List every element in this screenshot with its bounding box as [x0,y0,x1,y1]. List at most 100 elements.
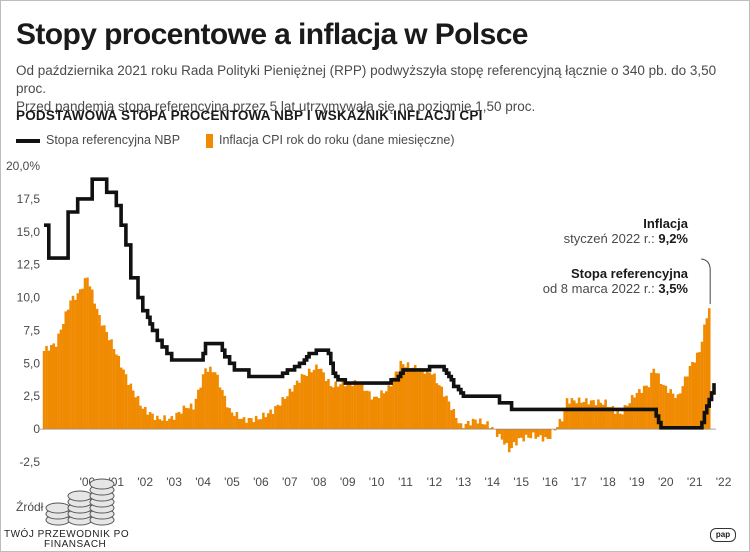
inflation-bar [495,429,499,437]
inflation-bar [654,373,658,430]
inflation-bar [356,384,359,430]
y-tick-label: 2,5 [23,389,40,403]
inflation-bar [382,393,386,430]
inflation-bar [565,398,569,430]
pap-logo: pap [710,528,736,542]
inflation-bar [175,412,178,430]
x-tick-label: '08 [311,475,327,489]
inflation-bar [353,380,357,430]
inflation-bar [194,398,198,430]
inflation-bar [440,386,444,430]
chart-subtitle: Od października 2021 roku Rada Polityki … [16,62,746,116]
inflation-bar [274,406,277,430]
legend-label-inflation: Inflacja CPI rok do roku (dane miesięczn… [219,133,455,147]
x-tick-label: '13 [456,475,472,489]
inflation-bar [481,424,484,430]
inflation-bar [698,352,701,430]
inflation-bar [336,386,340,430]
inflation-bar [298,382,301,430]
inflation-bar [153,419,157,430]
inflation-bar [580,402,583,430]
rate-annotation-value: od 8 marca 2022 r.: 3,5% [542,281,688,296]
inflation-bar [86,277,89,430]
inflation-bar [213,372,217,430]
inflation-bar [182,405,186,430]
rate-step-line [44,177,716,430]
inflation-bar [450,410,453,430]
inflation-bar [703,324,706,430]
inflation-bar [556,427,559,430]
inflation-bar [413,364,417,430]
inflation-bar [88,286,92,430]
inflation-bar [206,371,210,430]
inflation-bar [144,406,147,430]
subtitle-line-1: Od października 2021 roku Rada Polityki … [16,63,717,96]
inflation-bar [341,380,345,430]
inflation-bar [42,350,46,430]
inflation-bar [54,346,58,430]
inflation-bar [573,400,576,430]
inflation-bar [505,429,509,443]
inflation-bar [630,394,634,430]
y-axis: 20,0% 17,5 15,0 12,5 10,0 7,5 5,0 2,5 0 -2,5 [6,159,40,469]
inflation-bar [163,415,166,430]
inflation-bar [380,390,383,430]
inflation-bar [406,362,410,430]
inflation-bar [233,416,236,430]
inflation-bar [334,381,337,430]
chart-title: Stopy procentowe a inflacja w Polsce [16,18,528,51]
inflation-bar [454,417,458,430]
inflation-bar [225,407,229,430]
inflation-bar [667,392,670,430]
inflation-bar [700,341,704,430]
inflation-bar [165,420,169,430]
inflation-bar [517,429,521,439]
inflation-bar [83,278,87,430]
inflation-bar [136,396,140,430]
inflation-bar [312,369,316,430]
inflation-bar [117,355,121,430]
inflation-bar [327,379,330,430]
inflation-bar [197,389,200,430]
inflation-bar [131,390,135,430]
legend-line-swatch [16,139,40,143]
rate-annotation: Stopa referencyjna od 8 marca 2022 r.: 3… [543,266,688,296]
coins-logo [45,478,115,526]
inflation-bar [500,429,504,440]
inflation-bar [604,399,607,430]
legend-bar-swatch [206,134,213,148]
y-tick-label: 15,0 [17,225,41,239]
inflation-bar [418,367,422,430]
inflation-bar [50,345,53,430]
x-tick-label: '07 [282,475,298,489]
inflation-bar [560,421,564,430]
inflation-bar [626,405,629,430]
inflation-bar [346,381,350,430]
inflation-bar [262,412,265,430]
inflation-bar [129,383,133,430]
inflation-bar [691,361,694,430]
inflation-bar [332,387,335,430]
inflation-bar [387,385,390,430]
inflation-annotation-title: Inflacja [643,216,688,231]
inflation-bar [276,404,280,430]
inflation-bar [570,398,574,430]
inflation-bar [491,427,494,430]
inflation-bar [683,376,687,430]
inflation-bar [486,421,489,430]
inflation-bar [464,423,468,430]
inflation-bar [74,299,77,430]
inflation-bar [156,415,159,430]
inflation-bar [115,354,118,430]
x-tick-label: '02 [137,475,153,489]
y-tick-label: 10,0 [17,291,41,305]
inflation-bar [469,425,472,430]
inflation-bar [281,397,284,430]
x-tick-label: '21 [687,475,703,489]
inflation-bar [57,333,60,430]
inflation-bar [81,288,84,430]
inflation-bar [575,403,578,430]
inflation-bar [671,393,675,430]
legend-item-rate: Stopa referencyjna NBP [16,133,180,147]
inflation-bar [447,401,451,430]
